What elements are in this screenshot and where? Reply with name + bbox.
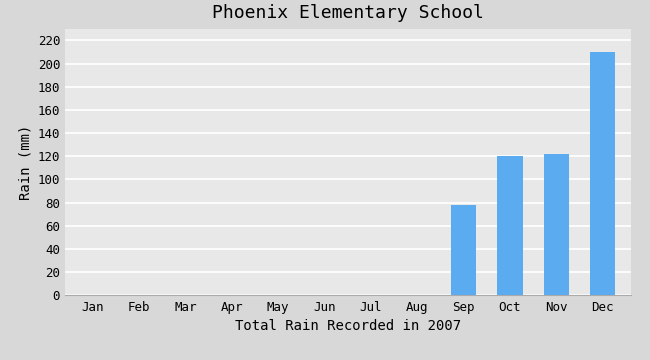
Bar [451,205,476,295]
Bar [543,154,569,295]
Bar [590,52,616,295]
Y-axis label: Rain (mm): Rain (mm) [18,124,32,200]
X-axis label: Total Rain Recorded in 2007: Total Rain Recorded in 2007 [235,319,461,333]
Bar [497,156,523,295]
Title: Phoenix Elementary School: Phoenix Elementary School [212,4,484,22]
